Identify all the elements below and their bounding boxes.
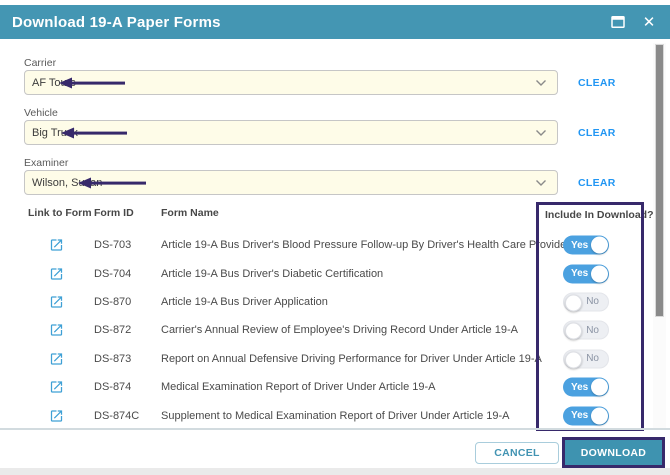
vehicle-label: Vehicle <box>24 107 58 119</box>
form-name-cell: Article 19-A Bus Driver's Blood Pressure… <box>161 239 570 252</box>
col-header-link-to-form: Link to Form <box>28 207 92 219</box>
window-icon[interactable] <box>609 13 627 31</box>
toggle-label: No <box>586 296 599 308</box>
examiner-value: Wilson, Susan <box>32 176 103 189</box>
include-toggle[interactable]: Yes <box>563 264 609 284</box>
form-table-body: DS-703 Article 19-A Bus Driver's Blood P… <box>0 231 670 430</box>
table-row: DS-870 Article 19-A Bus Driver Applicati… <box>0 288 670 316</box>
close-glyph: ✕ <box>642 13 656 31</box>
chevron-down-icon <box>535 179 547 187</box>
external-link-icon <box>50 239 63 251</box>
open-form-link[interactable] <box>49 380 64 395</box>
toggle-knob <box>591 378 608 396</box>
scrollbar-track[interactable] <box>653 43 666 428</box>
vehicle-value: Big Truck <box>32 126 78 139</box>
open-form-link[interactable] <box>49 266 64 281</box>
page-title: Download 19-A Paper Forms <box>12 13 221 31</box>
include-toggle[interactable]: Yes <box>563 377 609 397</box>
form-id-cell: DS-874 <box>94 381 132 394</box>
external-link-icon <box>50 409 63 422</box>
col-header-form-id: Form ID <box>94 207 134 219</box>
download-annotation-outline: DOWNLOAD <box>562 437 665 468</box>
table-row: DS-874 Medical Examination Report of Dri… <box>0 373 670 401</box>
carrier-select[interactable]: AF Tours <box>24 70 558 95</box>
form-name-cell: Medical Examination Report of Driver Und… <box>161 381 436 394</box>
modal-header: Download 19-A Paper Forms ✕ <box>0 5 670 39</box>
cancel-button[interactable]: CANCEL <box>475 442 559 464</box>
form-name-cell: Report on Annual Defensive Driving Perfo… <box>161 352 542 365</box>
include-toggle[interactable]: No <box>563 349 609 369</box>
bottom-strip <box>0 468 670 475</box>
toggle-label: Yes <box>571 239 589 251</box>
download-button[interactable]: DOWNLOAD <box>565 440 662 465</box>
toggle-label: No <box>586 353 599 365</box>
open-form-link[interactable] <box>49 238 64 253</box>
external-link-icon <box>50 381 63 393</box>
chevron-down-icon <box>535 129 547 137</box>
table-row: DS-703 Article 19-A Bus Driver's Blood P… <box>0 231 670 259</box>
carrier-label: Carrier <box>24 57 57 69</box>
external-link-icon <box>50 324 63 336</box>
col-header-form-name: Form Name <box>161 207 219 219</box>
clear-examiner-button[interactable]: CLEAR <box>578 177 616 189</box>
examiner-label: Examiner <box>24 157 69 169</box>
clear-carrier-button[interactable]: CLEAR <box>578 77 616 89</box>
form-id-cell: DS-874C <box>94 409 140 422</box>
form-id-cell: DS-873 <box>94 352 132 365</box>
open-form-link[interactable] <box>49 323 64 338</box>
toggle-label: Yes <box>571 381 589 393</box>
form-id-cell: DS-872 <box>94 324 132 337</box>
toggle-knob <box>565 322 582 340</box>
toggle-label: Yes <box>571 268 589 280</box>
carrier-value: AF Tours <box>32 76 76 89</box>
open-form-link[interactable] <box>49 408 64 423</box>
toggle-knob <box>565 294 582 312</box>
include-toggle[interactable]: Yes <box>563 235 609 255</box>
include-toggle[interactable]: No <box>563 292 609 312</box>
footer-divider <box>0 428 670 430</box>
form-id-cell: DS-703 <box>94 239 132 252</box>
form-name-cell: Supplement to Medical Examination Report… <box>161 409 510 422</box>
col-header-include-in-download: Include In Download? <box>545 209 654 221</box>
toggle-label: Yes <box>571 410 589 422</box>
toggle-label: No <box>586 324 599 336</box>
examiner-select[interactable]: Wilson, Susan <box>24 170 558 195</box>
toggle-knob <box>591 265 608 283</box>
external-link-icon <box>50 353 63 365</box>
open-form-link[interactable] <box>49 351 64 366</box>
form-id-cell: DS-704 <box>94 267 132 280</box>
scrollbar-thumb[interactable] <box>655 44 664 317</box>
table-row: DS-704 Article 19-A Bus Driver's Diabeti… <box>0 259 670 287</box>
window-icon-glyph <box>611 16 625 28</box>
close-icon[interactable]: ✕ <box>640 13 658 31</box>
chevron-down-icon <box>535 79 547 87</box>
include-toggle[interactable]: Yes <box>563 406 609 426</box>
include-toggle[interactable]: No <box>563 320 609 340</box>
open-form-link[interactable] <box>49 294 64 309</box>
form-name-cell: Carrier's Annual Review of Employee's Dr… <box>161 324 518 337</box>
clear-vehicle-button[interactable]: CLEAR <box>578 127 616 139</box>
table-row: DS-874C Supplement to Medical Examinatio… <box>0 401 670 429</box>
form-name-cell: Article 19-A Bus Driver Application <box>161 295 328 308</box>
form-name-cell: Article 19-A Bus Driver's Diabetic Certi… <box>161 267 384 280</box>
toggle-knob <box>591 236 608 254</box>
vehicle-select[interactable]: Big Truck <box>24 120 558 145</box>
external-link-icon <box>50 267 63 280</box>
toggle-knob <box>565 351 582 369</box>
table-row: DS-873 Report on Annual Defensive Drivin… <box>0 345 670 373</box>
external-link-icon <box>50 296 63 308</box>
toggle-knob <box>591 407 608 425</box>
form-id-cell: DS-870 <box>94 295 132 308</box>
table-row: DS-872 Carrier's Annual Review of Employ… <box>0 316 670 344</box>
